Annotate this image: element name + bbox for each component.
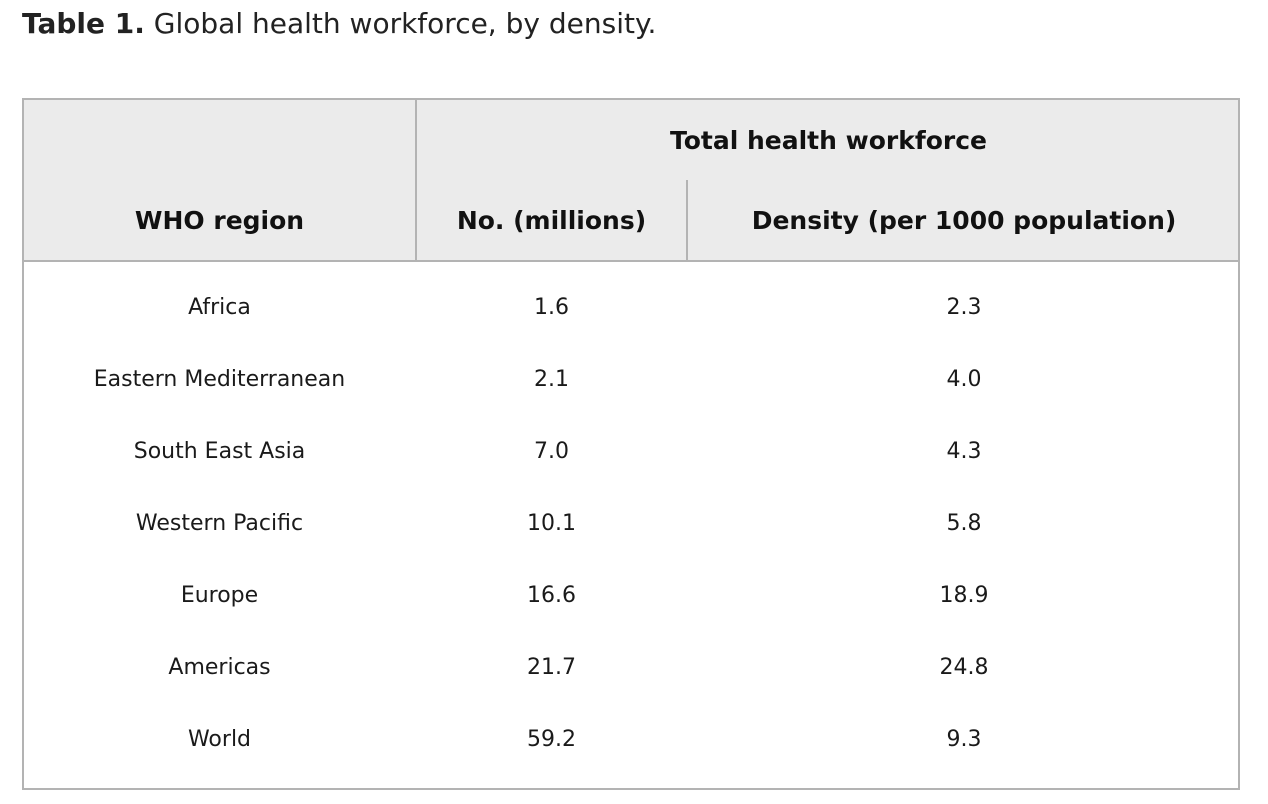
cell-density: 18.9: [939, 583, 989, 608]
table-body: Africa 1.6 2.3 Eastern Mediterranean 2.1…: [24, 272, 1238, 776]
header-density: Density (per 1000 population): [751, 206, 1177, 235]
table-row: Europe 16.6 18.9: [24, 560, 1238, 632]
cell-density: 4.0: [946, 367, 982, 392]
header-total-health-workforce: Total health workforce: [669, 126, 988, 155]
table-caption-label: Table 1.: [22, 7, 145, 40]
table-row: Africa 1.6 2.3: [24, 272, 1238, 344]
cell-density: 24.8: [939, 655, 989, 680]
cell-number: 10.1: [527, 511, 576, 536]
cell-number: 21.7: [527, 655, 576, 680]
table-row: Eastern Mediterranean 2.1 4.0: [24, 344, 1238, 416]
header-divider-region: [415, 100, 417, 260]
cell-region: South East Asia: [133, 439, 306, 464]
table-caption-text: Global health workforce, by density.: [144, 7, 657, 40]
header-divider-number: [686, 180, 688, 260]
cell-region: Europe: [180, 583, 259, 608]
cell-number: 1.6: [534, 295, 569, 320]
table-row: World 59.2 9.3: [24, 704, 1238, 776]
cell-density: 9.3: [946, 727, 982, 752]
table-row: South East Asia 7.0 4.3: [24, 416, 1238, 488]
cell-density: 4.3: [946, 439, 982, 464]
cell-number: 2.1: [534, 367, 569, 392]
header-who-region: WHO region: [134, 206, 305, 235]
cell-region: Africa: [188, 295, 251, 320]
table-caption: Table 1. Global health workforce, by den…: [22, 4, 656, 44]
cell-region: Eastern Mediterranean: [93, 367, 346, 392]
workforce-table: Total health workforce WHO region No. (m…: [22, 98, 1240, 790]
cell-number: 59.2: [527, 727, 576, 752]
cell-number: 16.6: [527, 583, 576, 608]
cell-density: 2.3: [946, 295, 982, 320]
cell-region: Americas: [168, 655, 271, 680]
table-row: Americas 21.7 24.8: [24, 632, 1238, 704]
header-number-millions: No. (millions): [456, 206, 647, 235]
table-header: Total health workforce WHO region No. (m…: [24, 100, 1238, 262]
cell-number: 7.0: [534, 439, 569, 464]
cell-region: Western Pacific: [135, 511, 304, 536]
cell-region: World: [187, 727, 252, 752]
cell-density: 5.8: [946, 511, 982, 536]
table-row: Western Pacific 10.1 5.8: [24, 488, 1238, 560]
